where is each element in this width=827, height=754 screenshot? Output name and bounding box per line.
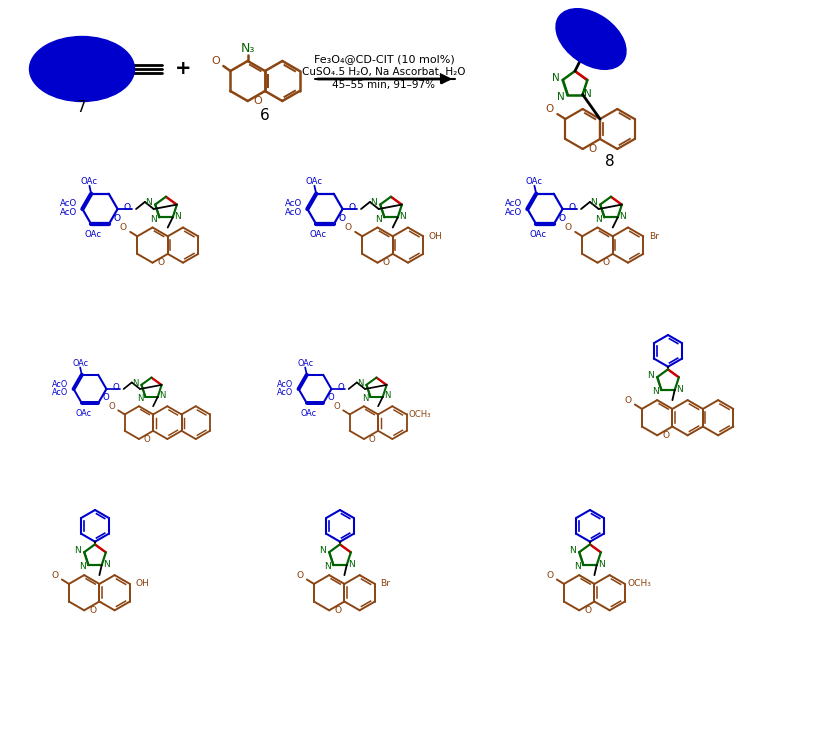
Text: O: O [112,383,119,392]
Text: CuSO₄.5 H₂O, Na Ascorbat, H₂O: CuSO₄.5 H₂O, Na Ascorbat, H₂O [302,67,466,77]
Text: O: O [547,571,553,580]
Text: N: N [590,198,597,207]
Text: O: O [51,571,59,580]
Text: O: O [545,104,553,114]
Text: OAc: OAc [297,359,313,368]
Text: OAc: OAc [306,177,323,186]
Text: O: O [103,394,109,402]
Text: N: N [575,562,581,572]
Text: OCH₃: OCH₃ [409,410,431,419]
Text: 7: 7 [77,100,87,115]
Text: N: N [103,559,109,569]
Text: O: O [369,434,375,443]
Text: AcO: AcO [277,388,294,397]
Text: N: N [570,546,576,555]
Text: N: N [676,385,682,394]
Text: N: N [174,212,180,221]
Text: N: N [375,215,382,224]
Text: N: N [370,198,377,207]
Text: O: O [662,431,669,440]
Text: O: O [349,203,356,212]
Text: O: O [584,605,591,615]
Text: N: N [648,371,654,380]
Text: AcO: AcO [60,208,77,217]
Text: O: O [603,258,609,267]
Text: Br: Br [380,579,390,588]
Text: AcO: AcO [284,199,302,208]
Text: OAc: OAc [72,359,88,368]
Text: N: N [552,73,560,83]
Text: N: N [653,388,659,397]
Text: O: O [89,605,96,615]
Text: Br: Br [648,231,659,241]
Text: O: O [565,223,571,232]
Text: O: O [327,394,334,402]
Text: 8: 8 [605,154,614,168]
Text: N: N [74,546,81,555]
Text: OH: OH [428,231,442,241]
Text: O: O [624,396,631,405]
Text: O: O [296,571,304,580]
Text: OH: OH [136,579,149,588]
Text: OAc: OAc [309,230,327,239]
Text: OAc: OAc [75,409,92,418]
Text: N: N [399,212,405,221]
Text: O: O [113,214,120,223]
Text: AcO: AcO [277,379,294,388]
Text: O: O [124,203,131,212]
Text: N: N [598,559,605,569]
Text: N: N [357,379,364,388]
Ellipse shape [30,36,135,102]
Text: O: O [338,214,346,223]
Text: O: O [345,223,351,232]
Text: O: O [558,214,566,223]
Text: N: N [362,394,369,403]
Text: AcO: AcO [52,388,69,397]
Text: N: N [79,562,86,572]
Text: AcO: AcO [52,379,69,388]
Text: O: O [253,96,261,106]
Text: OAc: OAc [81,177,98,186]
Text: O: O [337,383,344,392]
Text: OAc: OAc [300,409,317,418]
Text: O: O [333,402,340,411]
Text: OAc: OAc [529,230,547,239]
Text: N₃: N₃ [241,42,255,56]
Text: N: N [137,394,144,403]
Text: O: O [120,223,127,232]
Text: N: N [159,391,165,400]
Text: O: O [569,203,576,212]
Text: N: N [319,546,327,555]
Text: AcO: AcO [284,208,302,217]
Ellipse shape [556,9,626,69]
Text: N: N [595,215,602,224]
Text: N: N [325,562,332,572]
Text: O: O [588,144,596,154]
Text: N: N [146,198,152,207]
Text: AcO: AcO [60,199,77,208]
Text: AcO: AcO [504,208,522,217]
Text: N: N [557,91,565,102]
Text: 6: 6 [261,109,270,124]
Text: OAc: OAc [526,177,543,186]
Text: O: O [144,434,151,443]
Text: N: N [384,391,390,400]
Text: N: N [132,379,139,388]
Text: N: N [619,212,625,221]
Text: OAc: OAc [84,230,102,239]
Text: O: O [334,605,342,615]
Text: N: N [347,559,355,569]
Text: O: O [211,56,220,66]
Text: Fe₃O₄@CD-CIT (10 mol%): Fe₃O₄@CD-CIT (10 mol%) [313,54,454,64]
Text: N: N [151,215,157,224]
Text: O: O [108,402,115,411]
Text: OCH₃: OCH₃ [627,579,651,588]
Text: AcO: AcO [504,199,522,208]
Text: N: N [584,88,591,99]
Text: O: O [158,258,165,267]
Text: +: + [174,60,191,78]
Text: O: O [383,258,390,267]
Text: 45–55 min, 91–97%: 45–55 min, 91–97% [332,80,436,90]
